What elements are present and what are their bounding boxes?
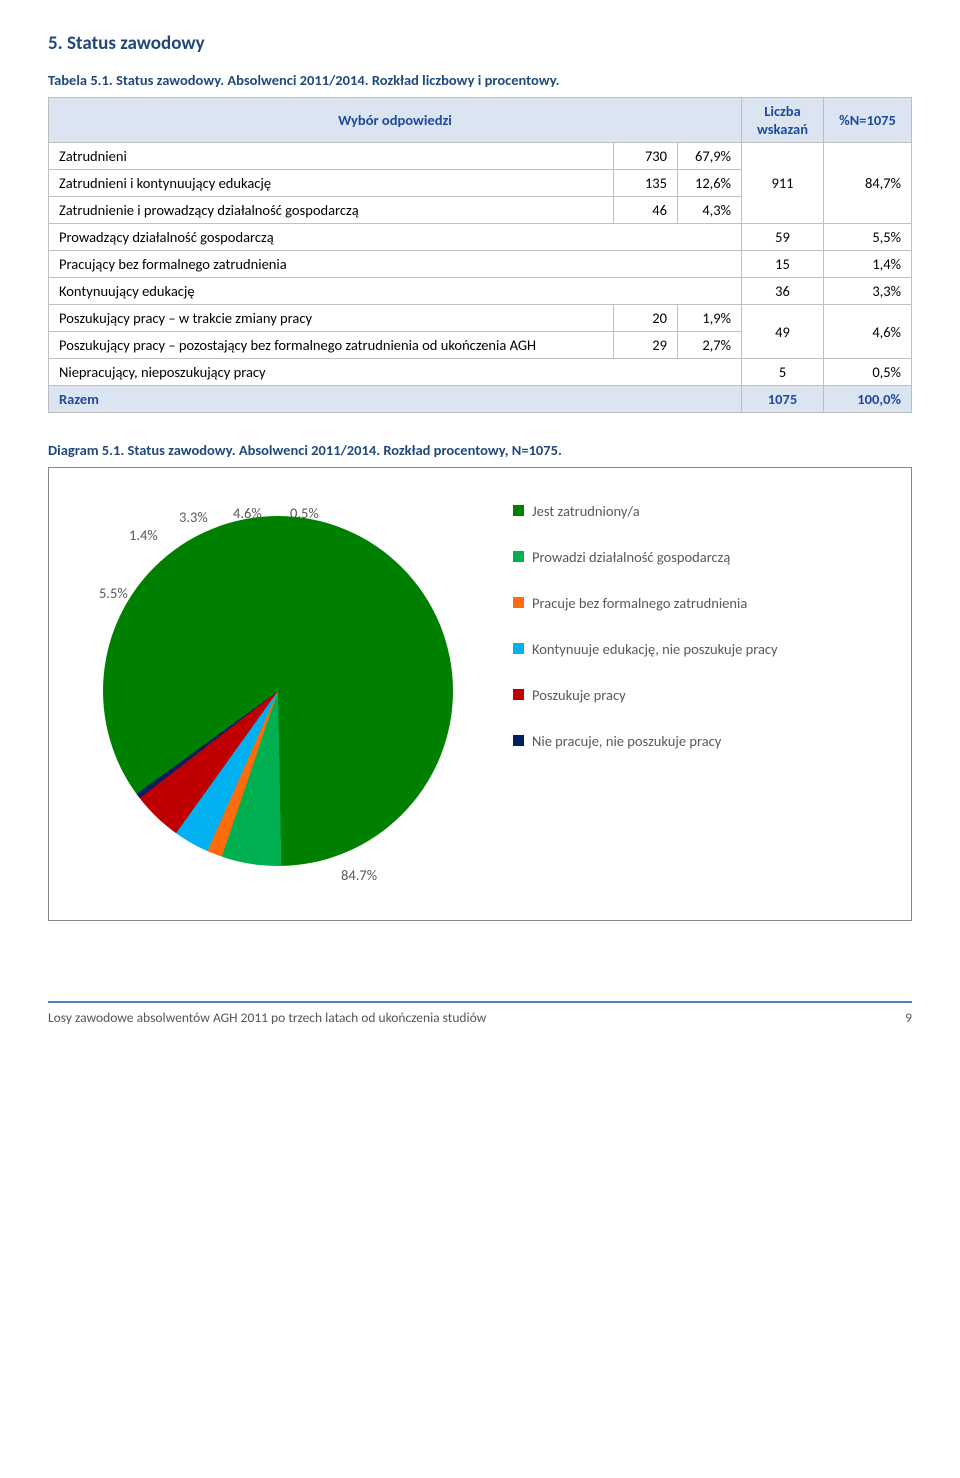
cell-agg-pct: 84,7% <box>824 143 912 224</box>
cell-n: 730 <box>614 143 678 170</box>
cell-label: Zatrudnieni <box>49 143 614 170</box>
cell-pct: 3,3% <box>824 278 912 305</box>
cell-count: 59 <box>742 224 824 251</box>
cell-total-pct: 100,0% <box>824 386 912 413</box>
chart-container: 84.7% 5.5% 1.4% 3.3% 4.6% 0.5% Jest zatr… <box>48 467 912 921</box>
cell-label: Niepracujący, nieposzukujący pracy <box>49 359 742 386</box>
legend-label: Poszukuje pracy <box>532 686 626 704</box>
th-pctn: %N=1075 <box>824 98 912 143</box>
legend-swatch <box>513 597 524 608</box>
cell-count: 5 <box>742 359 824 386</box>
table-row-total: Razem 1075 100,0% <box>49 386 912 413</box>
cell-label: Kontynuujący edukację <box>49 278 742 305</box>
legend-label: Prowadzi działalność gospodarczą <box>532 548 730 566</box>
cell-total-count: 1075 <box>742 386 824 413</box>
cell-n: 135 <box>614 170 678 197</box>
cell-p: 12,6% <box>678 170 742 197</box>
legend-swatch <box>513 689 524 700</box>
legend-swatch <box>513 643 524 654</box>
cell-label: Zatrudnieni i kontynuujący edukację <box>49 170 614 197</box>
th-answer: Wybór odpowiedzi <box>49 98 742 143</box>
status-table: Wybór odpowiedzi Liczba wskazań %N=1075 … <box>48 97 912 413</box>
cell-label: Zatrudnienie i prowadzący działalność go… <box>49 197 614 224</box>
cell-n: 20 <box>614 305 678 332</box>
cell-pct: 5,5% <box>824 224 912 251</box>
footer-page: 9 <box>905 1009 912 1026</box>
table-row: Pracujący bez formalnego zatrudnienia 15… <box>49 251 912 278</box>
diagram-caption: Diagram 5.1. Status zawodowy. Absolwenci… <box>48 441 912 459</box>
cell-agg-count: 49 <box>742 305 824 359</box>
table-row: Poszukujący pracy – w trakcie zmiany pra… <box>49 305 912 332</box>
section-title: 5. Status zawodowy <box>48 32 912 55</box>
table-row: Zatrudnieni 730 67,9% 911 84,7% <box>49 143 912 170</box>
cell-total-label: Razem <box>49 386 742 413</box>
legend-label: Pracuje bez formalnego zatrudnienia <box>532 594 747 612</box>
legend-item: Poszukuje pracy <box>513 686 778 704</box>
cell-p: 67,9% <box>678 143 742 170</box>
cell-p: 4,3% <box>678 197 742 224</box>
cell-count: 15 <box>742 251 824 278</box>
cell-label: Poszukujący pracy – w trakcie zmiany pra… <box>49 305 614 332</box>
pie-label-5-5: 5.5% <box>99 584 128 602</box>
pie-label-0-5: 0.5% <box>290 504 319 522</box>
cell-p: 2,7% <box>678 332 742 359</box>
legend-label: Kontynuuje edukację, nie poszukuje pracy <box>532 640 778 658</box>
pie-wrap: 84.7% 5.5% 1.4% 3.3% 4.6% 0.5% <box>73 486 483 896</box>
pie-label-84: 84.7% <box>341 866 377 884</box>
pie-label-4-6: 4.6% <box>233 504 262 522</box>
th-count: Liczba wskazań <box>742 98 824 143</box>
footer-divider <box>48 1001 912 1003</box>
cell-p: 1,9% <box>678 305 742 332</box>
cell-n: 46 <box>614 197 678 224</box>
cell-pct: 0,5% <box>824 359 912 386</box>
footer-text: Losy zawodowe absolwentów AGH 2011 po tr… <box>48 1009 486 1026</box>
pie-label-3-3: 3.3% <box>179 508 208 526</box>
cell-count: 36 <box>742 278 824 305</box>
legend-item: Pracuje bez formalnego zatrudnienia <box>513 594 778 612</box>
cell-pct: 1,4% <box>824 251 912 278</box>
legend-label: Nie pracuje, nie poszukuje pracy <box>532 732 721 750</box>
table-row: Kontynuujący edukację 36 3,3% <box>49 278 912 305</box>
pie-label-1-4: 1.4% <box>129 526 158 544</box>
cell-label: Pracujący bez formalnego zatrudnienia <box>49 251 742 278</box>
legend-swatch <box>513 505 524 516</box>
table-row: Prowadzący działalność gospodarczą 59 5,… <box>49 224 912 251</box>
cell-label: Poszukujący pracy – pozostający bez form… <box>49 332 614 359</box>
chart-area: 84.7% 5.5% 1.4% 3.3% 4.6% 0.5% Jest zatr… <box>73 486 887 896</box>
table-row: Niepracujący, nieposzukujący pracy 5 0,5… <box>49 359 912 386</box>
legend: Jest zatrudniony/a Prowadzi działalność g… <box>513 486 778 750</box>
legend-label: Jest zatrudniony/a <box>532 502 640 520</box>
pie-chart <box>103 516 453 866</box>
legend-swatch <box>513 551 524 562</box>
footer: Losy zawodowe absolwentów AGH 2011 po tr… <box>48 1009 912 1026</box>
cell-agg-count: 911 <box>742 143 824 224</box>
cell-n: 29 <box>614 332 678 359</box>
legend-item: Kontynuuje edukację, nie poszukuje pracy <box>513 640 778 658</box>
cell-label: Prowadzący działalność gospodarczą <box>49 224 742 251</box>
cell-agg-pct: 4,6% <box>824 305 912 359</box>
legend-item: Prowadzi działalność gospodarczą <box>513 548 778 566</box>
legend-item: Jest zatrudniony/a <box>513 502 778 520</box>
table-caption: Tabela 5.1. Status zawodowy. Absolwenci … <box>48 71 912 89</box>
legend-item: Nie pracuje, nie poszukuje pracy <box>513 732 778 750</box>
legend-swatch <box>513 735 524 746</box>
